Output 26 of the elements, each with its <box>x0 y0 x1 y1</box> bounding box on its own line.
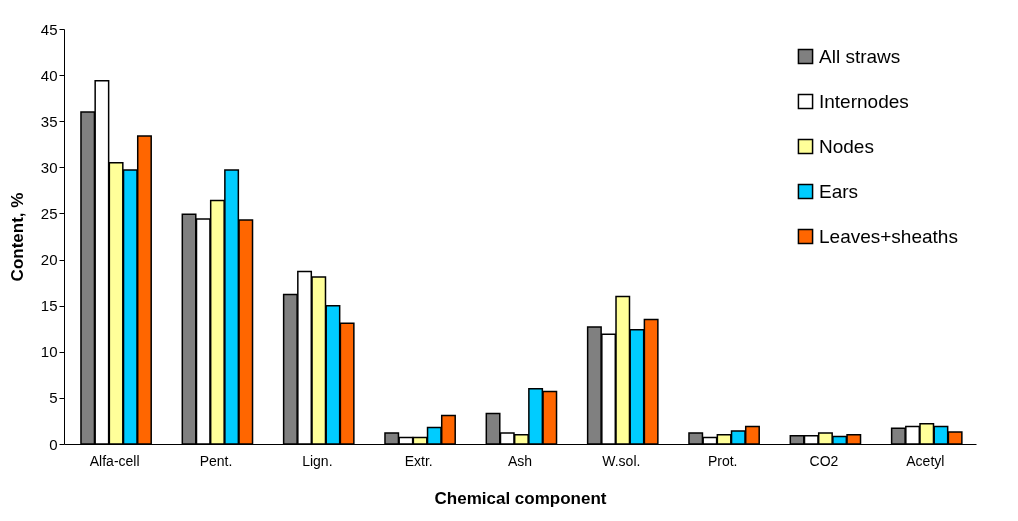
x-tick-label: Acetyl <box>906 452 945 469</box>
x-tick-label: Lign. <box>302 452 333 469</box>
y-tick-label: 15 <box>40 297 58 315</box>
legend-label: Leaves+sheaths <box>819 225 958 247</box>
y-tick-label: 10 <box>40 343 58 361</box>
legend-label: All straws <box>819 45 901 67</box>
y-tick-label: 40 <box>40 66 58 84</box>
x-tick-label: CO2 <box>809 452 839 469</box>
legend-label: Internodes <box>819 90 909 112</box>
legend-label: Nodes <box>819 135 874 157</box>
x-tick-label: Ash <box>507 452 533 469</box>
y-tick-label: 35 <box>40 112 58 130</box>
x-tick-label: W.sol. <box>602 452 641 469</box>
y-tick-label: 25 <box>40 204 58 222</box>
x-axis-title: Chemical component <box>434 488 607 508</box>
y-tick-label: 20 <box>40 251 58 269</box>
y-tick-label: 45 <box>40 20 58 38</box>
x-tick-label: Extr. <box>404 452 433 469</box>
x-tick-label: Alfa-cell <box>89 452 140 469</box>
y-tick-label: 0 <box>49 435 58 453</box>
x-tick-label: Pent. <box>199 452 233 469</box>
legend-label: Ears <box>819 180 859 202</box>
y-tick-label: 5 <box>49 389 58 407</box>
y-tick-label: 30 <box>40 158 58 176</box>
x-tick-label: Prot. <box>707 452 738 469</box>
y-axis-title: Content, % <box>7 192 27 282</box>
